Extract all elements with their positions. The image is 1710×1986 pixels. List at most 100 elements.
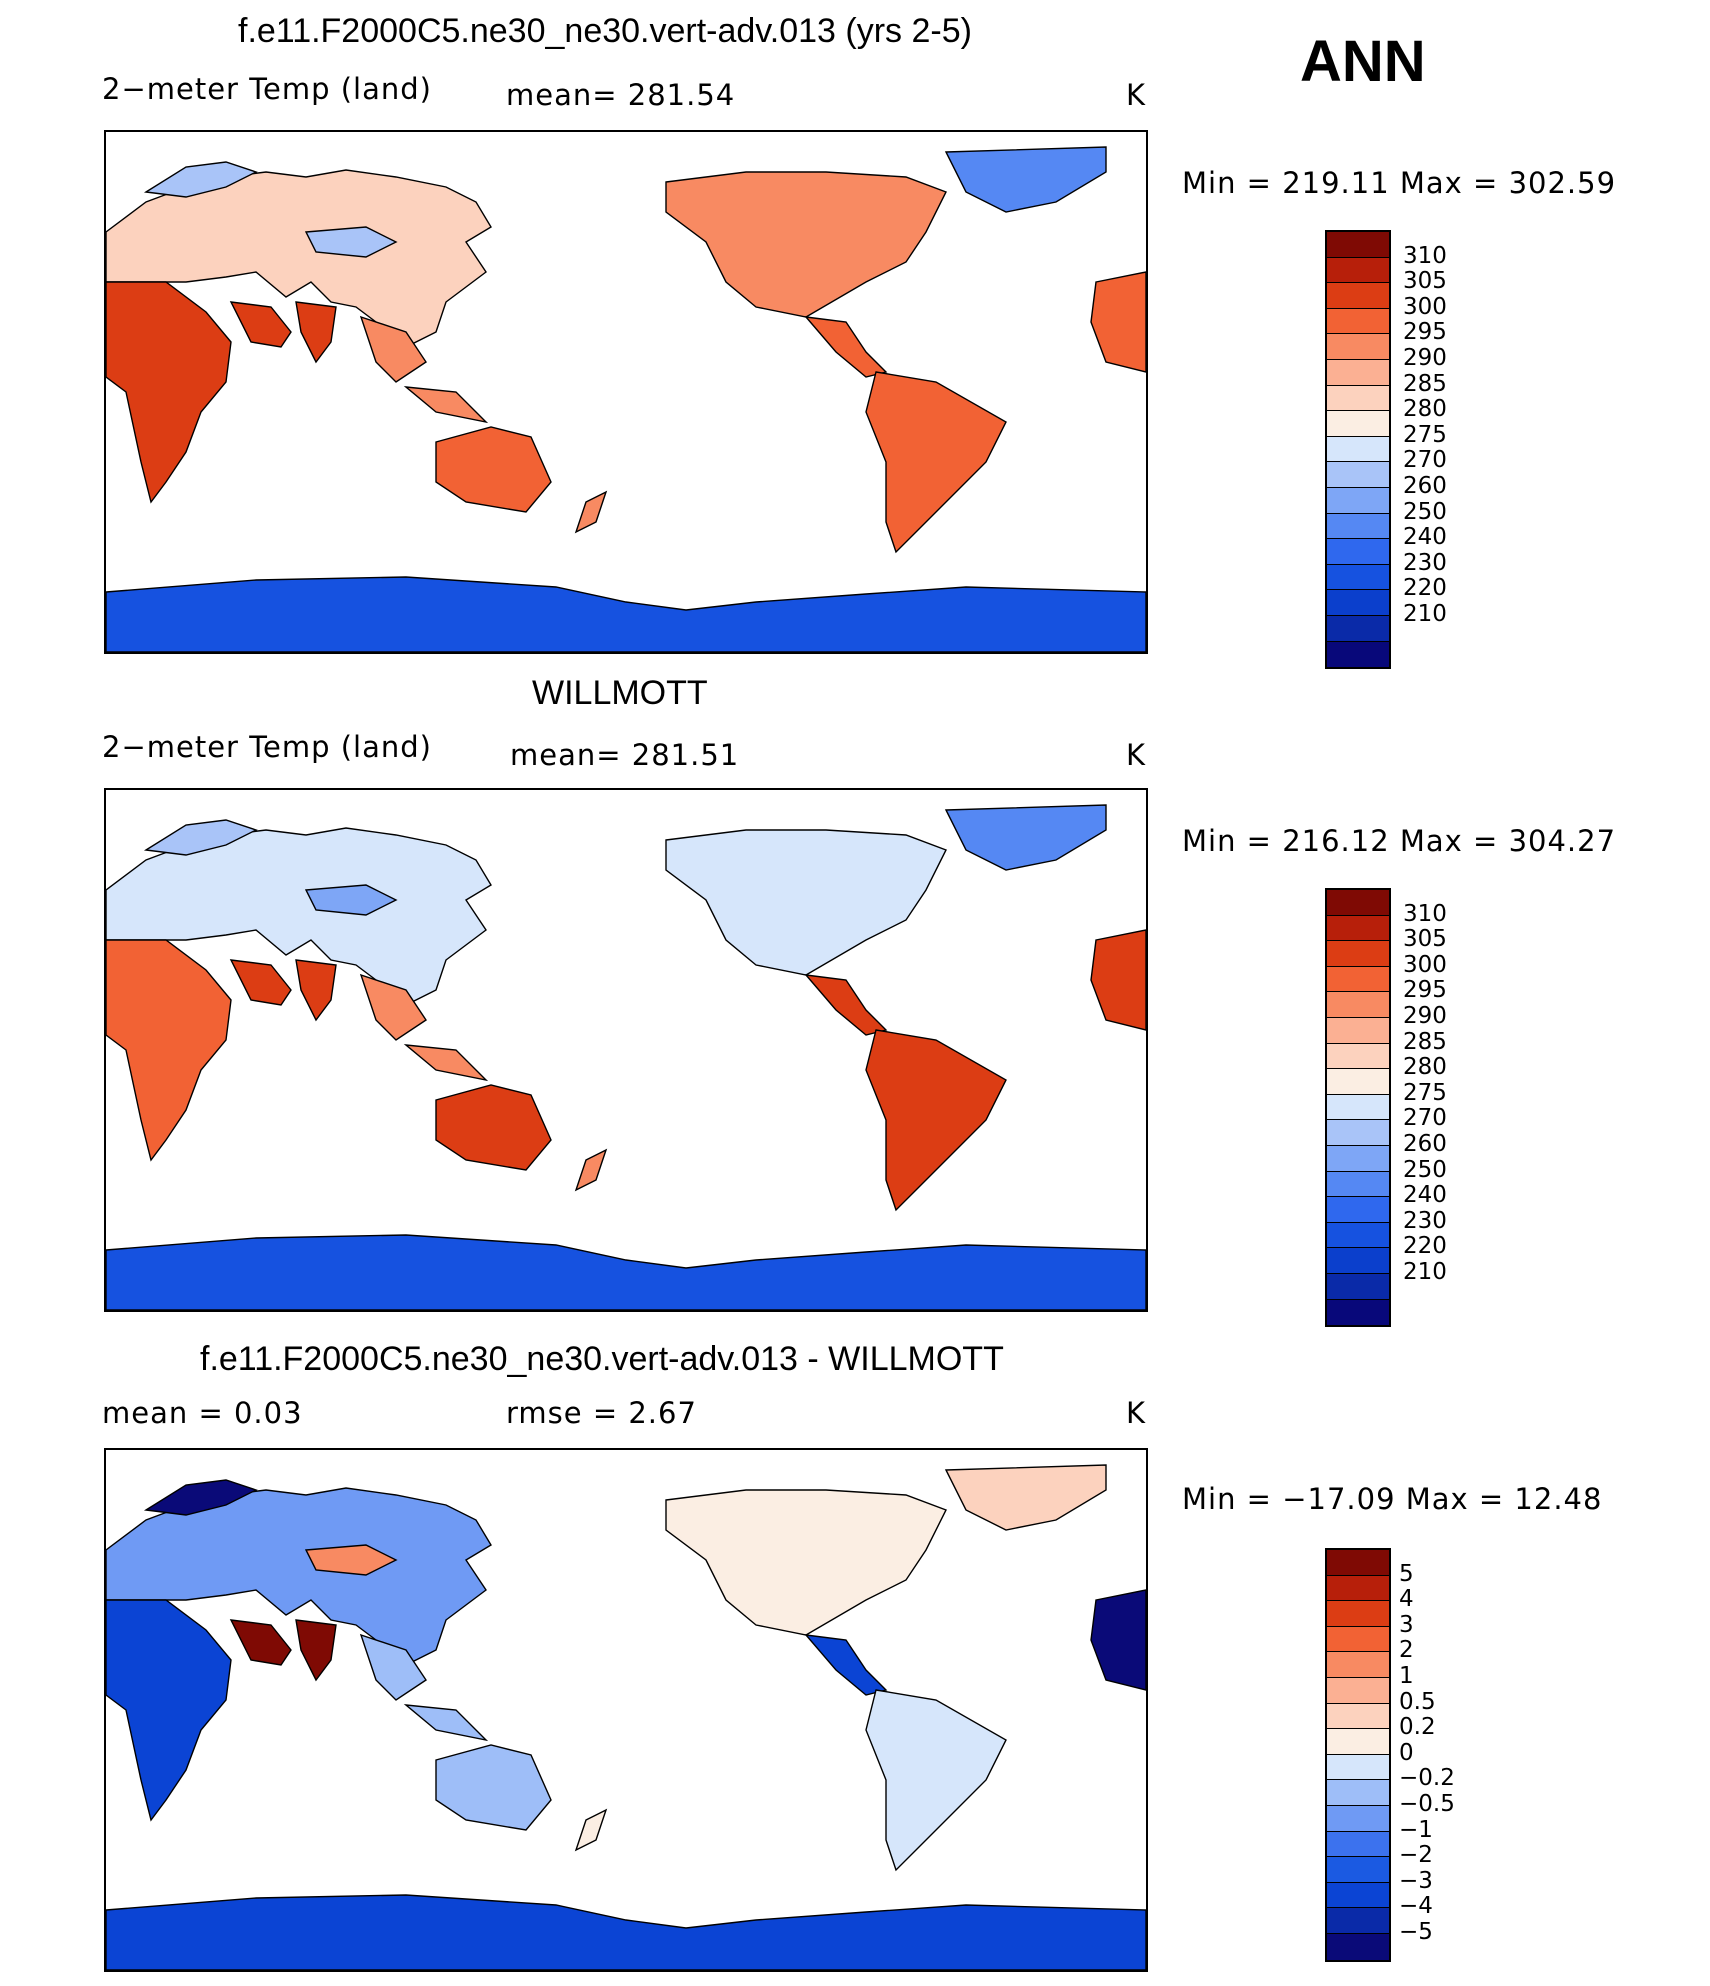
colorbar-tick-label: 295: [1403, 977, 1447, 1004]
colorbar-segment: [1327, 462, 1389, 488]
colorbar-tick-label: 305: [1403, 268, 1447, 295]
colorbar-tick-label: 305: [1403, 926, 1447, 953]
land-region-eurasia: [106, 1487, 492, 1666]
colorbar-tick-label: 240: [1403, 524, 1447, 551]
land-region-arabia-india: [229, 959, 337, 1022]
land-region-eurasia: [106, 169, 492, 348]
panel1-mean-label: mean= 281.54: [506, 78, 736, 112]
land-region-n-america: [665, 829, 947, 976]
colorbar-segment: [1327, 487, 1389, 514]
land-region-s-america: [865, 1689, 1007, 1872]
land-region-tibet: [304, 884, 398, 916]
land-region-eurasia: [106, 827, 492, 1006]
land-region-africa: [106, 1599, 232, 1822]
colorbar-tick-label: 260: [1403, 473, 1447, 499]
colorbar-tick-label: 0: [1399, 1739, 1414, 1766]
colorbar-segment: [1327, 1652, 1389, 1678]
colorbar-tick-label: 290: [1403, 1003, 1447, 1029]
land-region-greenland: [944, 804, 1107, 871]
colorbar-segment: [1327, 1857, 1389, 1883]
colorbar-segment: [1327, 992, 1389, 1018]
land-region-antarctica: [106, 1894, 1146, 1970]
land-region-antarctica: [106, 1234, 1146, 1310]
season-label: ANN: [1300, 29, 1426, 94]
land-region-australia: [435, 1744, 552, 1831]
colorbar-segment: [1327, 1171, 1389, 1198]
colorbar-tick-label: 240: [1403, 1182, 1447, 1209]
land-region-se-asia: [359, 315, 489, 424]
colorbar-segment: [1327, 1017, 1389, 1044]
colorbar-segment: [1327, 1677, 1389, 1704]
colorbar-segment: [1327, 1197, 1389, 1223]
colorbar-tick-label: −0.2: [1399, 1765, 1455, 1792]
land-region-n-america: [665, 1489, 947, 1636]
colorbar-segment: [1327, 590, 1389, 616]
panel3-colorbar: [1325, 1548, 1391, 1962]
land-region-africa: [106, 281, 232, 504]
colorbar-segment: [1327, 1145, 1389, 1172]
land-region-nz: [574, 1148, 608, 1192]
land-region-nz: [574, 1808, 608, 1852]
land-region-s-america: [865, 371, 1007, 554]
colorbar-tick-label: 220: [1403, 1233, 1447, 1260]
colorbar-tick-label: 270: [1403, 1105, 1447, 1132]
colorbar-tick-label: 275: [1403, 1079, 1447, 1106]
panel1-unit-label: K: [1126, 78, 1147, 112]
colorbar-segment: [1327, 890, 1389, 916]
colorbar-tick-label: −3: [1399, 1867, 1433, 1894]
land-region-greenland: [944, 146, 1107, 213]
land-region-tibet: [304, 226, 398, 258]
land-region-europe-north: [143, 1479, 258, 1516]
colorbar-segment: [1327, 436, 1389, 463]
panel1-map-svg: [106, 146, 1146, 652]
colorbar-segment: [1327, 283, 1389, 309]
panel3-title: f.e11.F2000C5.ne30_ne30.vert-adv.013 - W…: [200, 1340, 1004, 1378]
colorbar-tick-label: 5: [1399, 1560, 1414, 1587]
panel1-map: [104, 130, 1148, 654]
panel2-map-svg: [106, 804, 1146, 1310]
colorbar-segment: [1327, 915, 1389, 942]
colorbar-tick-label: 270: [1403, 447, 1447, 474]
colorbar-tick-label: 260: [1403, 1131, 1447, 1157]
panel1-variable-label: 2−meter Temp (land): [102, 72, 432, 106]
colorbar-tick-label: 275: [1403, 421, 1447, 448]
colorbar-segment: [1327, 966, 1389, 993]
colorbar-segment: [1327, 334, 1389, 360]
colorbar-tick-label: 250: [1403, 498, 1447, 525]
land-region-antarctica: [106, 576, 1146, 652]
colorbar-tick-label: 2: [1399, 1637, 1414, 1664]
colorbar-tick-label: 1: [1399, 1663, 1414, 1689]
colorbar-tick-label: 3: [1399, 1611, 1414, 1638]
colorbar-tick-label: 210: [1403, 601, 1447, 627]
panel3-map: [104, 1448, 1148, 1972]
panel2-minmax-label: Min = 216.12 Max = 304.27: [1182, 824, 1617, 858]
colorbar-segment: [1327, 1248, 1389, 1274]
land-region-w-africa-edge: [1090, 1589, 1146, 1691]
colorbar-segment: [1327, 941, 1389, 967]
colorbar-tick-label: 290: [1403, 345, 1447, 371]
colorbar-segment: [1327, 1933, 1389, 1960]
colorbar-segment: [1327, 385, 1389, 412]
colorbar-tick-label: −0.5: [1399, 1791, 1455, 1817]
land-region-s-america: [865, 1029, 1007, 1212]
panel3-unit-label: K: [1126, 1396, 1147, 1430]
panel2-title: WILLMOTT: [532, 674, 708, 712]
land-region-n-america: [665, 171, 947, 318]
land-region-nz: [574, 490, 608, 534]
colorbar-segment: [1327, 564, 1389, 591]
colorbar-segment: [1327, 1882, 1389, 1909]
colorbar-tick-label: 310: [1403, 900, 1447, 927]
colorbar-tick-label: 300: [1403, 951, 1447, 978]
panel2-unit-label: K: [1126, 738, 1147, 772]
land-region-europe-north: [143, 161, 258, 198]
land-region-europe-north: [143, 819, 258, 856]
colorbar-segment: [1327, 359, 1389, 386]
land-region-greenland: [944, 1464, 1107, 1531]
colorbar-tick-label: 220: [1403, 575, 1447, 602]
land-region-se-asia: [359, 973, 489, 1082]
colorbar-segment: [1327, 1601, 1389, 1627]
colorbar-segment: [1327, 513, 1389, 540]
land-region-se-asia: [359, 1633, 489, 1742]
colorbar-tick-label: 300: [1403, 293, 1447, 320]
panel1-minmax-label: Min = 219.11 Max = 302.59: [1182, 166, 1617, 200]
